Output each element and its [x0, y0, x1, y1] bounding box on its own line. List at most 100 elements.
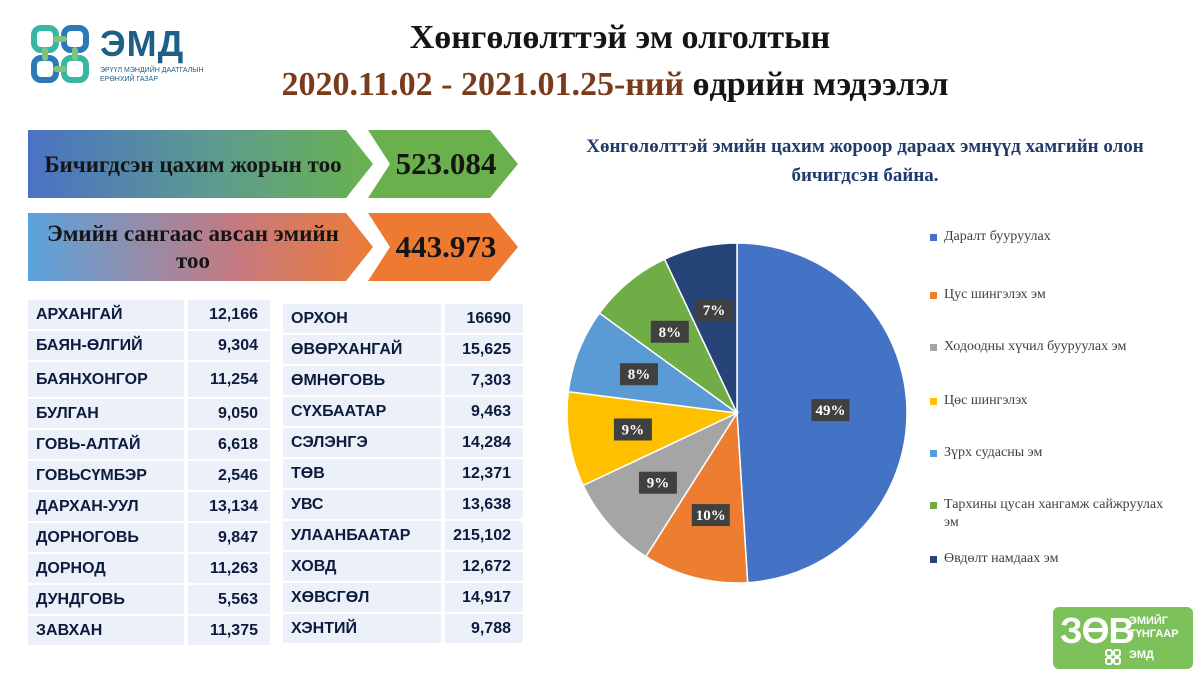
pie-data-label: 7%: [695, 299, 734, 322]
aimag-value: 15,625: [445, 335, 523, 366]
slice-percent: 9%: [622, 422, 645, 438]
pie-slice: [582, 411, 740, 558]
aimag-value: 6,618: [188, 430, 270, 461]
legend-label: Зүрх судасны эм: [944, 445, 1043, 460]
label-box: [620, 363, 659, 386]
label-box: [638, 471, 677, 494]
table-row: БАЯНХОНГОР 11,254: [28, 362, 270, 399]
aimag-name: БАЯН-ӨЛГИЙ: [28, 331, 188, 362]
label-box: [691, 504, 730, 527]
pie-data-label: 8%: [650, 320, 689, 343]
label-box: [650, 320, 689, 343]
emd-small-knot-icon: [1105, 649, 1121, 665]
aimag-value: 9,304: [188, 331, 270, 362]
slice-percent: 10%: [696, 508, 726, 524]
aimag-value: 11,254: [188, 362, 270, 399]
aimag-name: ТӨВ: [283, 459, 445, 490]
legend-label: Ходоодны хүчил бууруулах эм: [944, 339, 1127, 354]
aimag-value: 215,102: [445, 521, 523, 552]
badge-big-text: ЗӨВ: [1060, 610, 1135, 651]
table-row: ТӨВ 12,371: [283, 459, 523, 490]
badge-slogan-line1: ЭМИЙГ: [1129, 615, 1169, 627]
legend-swatch: [930, 292, 937, 299]
pie-slice: [736, 242, 908, 584]
table-row: ДОРНОГОВЬ 9,847: [28, 523, 270, 554]
legend-label: Цөс шингэлэх: [944, 393, 1028, 408]
page-subtitle: 2020.11.02 - 2021.01.25-ний өдрийн мэдээ…: [200, 64, 1030, 106]
table-row: УВС 13,638: [283, 490, 523, 521]
label-box: [811, 399, 850, 422]
table-row: ГОВЬ-АЛТАЙ 6,618: [28, 430, 270, 461]
date-range: 2020.11.02 - 2021.01.25-ний: [281, 66, 685, 103]
pie-data-label: 8%: [620, 363, 659, 386]
aimag-value: 5,563: [188, 585, 270, 616]
aimag-value: 11,375: [188, 616, 270, 647]
dispensed-label: Эмийн сангаас авсан эмийн тоо: [47, 221, 339, 273]
legend-swatch: [930, 234, 937, 241]
aimag-value: 13,638: [445, 490, 523, 521]
table-row: АРХАНГАЙ 12,166: [28, 300, 270, 331]
aimag-name: УВС: [283, 490, 445, 521]
prescriptions-label: Бичигдсэн цахим жорын тоо: [44, 151, 342, 177]
badge-slogan-line2: ТҮНГААР: [1129, 628, 1179, 640]
aimag-name: ӨМНӨГОВЬ: [283, 366, 445, 397]
aimag-name: ЗАВХАН: [28, 616, 188, 647]
aimag-value: 13,134: [188, 492, 270, 523]
aimag-name: ОРХОН: [283, 304, 445, 335]
campaign-badge: ЗӨВ ЭМИЙГ ТҮНГААР ЭМД: [1053, 607, 1193, 669]
legend-label: Цус шингэлэх эм: [944, 287, 1046, 302]
table-row: ГОВЬСҮМБЭР 2,546: [28, 461, 270, 492]
aimag-value: 16690: [445, 304, 523, 335]
aimag-table-right: ОРХОН 16690 ӨВӨРХАНГАЙ 15,625 ӨМНӨГОВЬ 7,303 С…: [283, 304, 523, 645]
aimag-name: ДУНДГОВЬ: [28, 585, 188, 616]
legend-swatch: [930, 450, 937, 457]
aimag-value: 11,263: [188, 554, 270, 585]
pie-slice: [663, 242, 738, 414]
aimag-value: 9,050: [188, 399, 270, 430]
aimag-name: ГОВЬ-АЛТАЙ: [28, 430, 188, 461]
badge-slogan: ЭМИЙГ ТҮНГААР: [1129, 615, 1179, 641]
aimag-value: 14,284: [445, 428, 523, 459]
aimag-name: ӨВӨРХАНГАЙ: [283, 335, 445, 366]
subtitle-rest: өдрийн мэдээлэл: [692, 66, 949, 103]
aimag-value: 7,303: [445, 366, 523, 397]
pie-slice: [598, 258, 738, 414]
logo-subtitle: ЭРҮҮЛ МЭНДИЙН ДААТГАЛЫН ЕРӨНХИЙ ГАЗАР: [100, 67, 204, 83]
pie-slice: [644, 410, 749, 584]
legend-swatch: [930, 556, 937, 563]
aimag-name: ГОВЬСҮМБЭР: [28, 461, 188, 492]
pie-data-label: 10%: [691, 504, 730, 527]
aimag-name: БУЛГАН: [28, 399, 188, 430]
aimag-value: 12,371: [445, 459, 523, 490]
banner-band: [28, 130, 373, 198]
chart-title: Хөнгөлөлттэй эмийн цахим жороор дараах э…: [586, 136, 1144, 186]
table-row: ЗАВХАН 11,375: [28, 616, 270, 647]
table-row: ХЭНТИЙ 9,788: [283, 614, 523, 645]
table-row: УЛААНБААТАР 215,102: [283, 521, 523, 552]
aimag-name: БАЯНХОНГОР: [28, 362, 188, 399]
aimag-value: 12,672: [445, 552, 523, 583]
aimag-name: ХОВД: [283, 552, 445, 583]
label-box: [695, 299, 734, 322]
table-row: ОРХОН 16690: [283, 304, 523, 335]
table-row: ДОРНОД 11,263: [28, 554, 270, 585]
logo-name: ЭМД: [100, 23, 185, 64]
emd-knot-icon: [31, 25, 89, 83]
legend-label: Тархины цусан хангамж сайжруулах эм: [944, 497, 1164, 530]
aimag-name: ДАРХАН-УУЛ: [28, 492, 188, 523]
dispensed-value: 443.973: [395, 229, 497, 264]
aimag-name: АРХАНГАЙ: [28, 300, 188, 331]
aimag-value: 9,463: [445, 397, 523, 428]
emd-logo: ЭМД ЭРҮҮЛ МЭНДИЙН ДААТГАЛЫН ЕРӨНХИЙ ГАЗА…: [28, 22, 218, 88]
aimag-name: ДОРНОГОВЬ: [28, 523, 188, 554]
slice-percent: 8%: [628, 367, 651, 383]
table-row: ДУНДГОВЬ 5,563: [28, 585, 270, 616]
aimag-name: ХӨВСГӨЛ: [283, 583, 445, 614]
badge-emd-text: ЭМД: [1129, 649, 1154, 661]
legend-label: Өвдөлт намдаах эм: [944, 551, 1059, 566]
aimag-name: СҮХБААТАР: [283, 397, 445, 428]
legend-swatch: [930, 398, 937, 405]
pie-slice: [567, 312, 738, 414]
slice-percent: 8%: [659, 325, 682, 341]
legend-swatch: [930, 344, 937, 351]
